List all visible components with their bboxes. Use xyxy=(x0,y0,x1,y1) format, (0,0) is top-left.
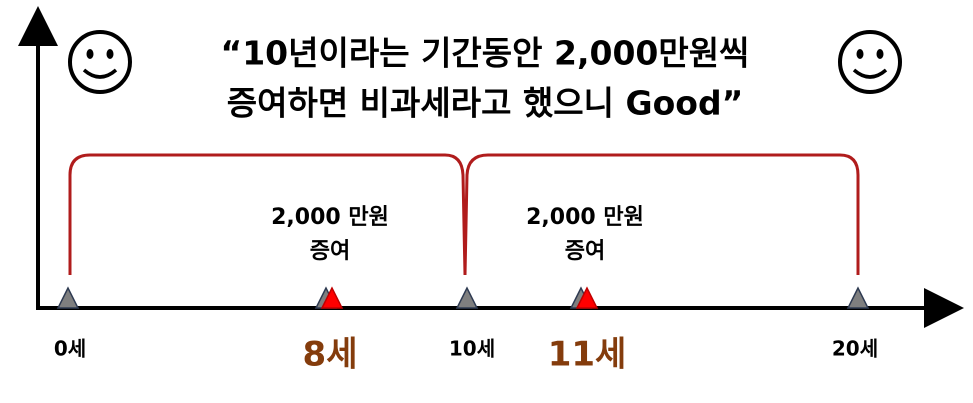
age-label: 10세 xyxy=(449,337,495,361)
marker-red xyxy=(575,286,599,309)
marker xyxy=(455,286,479,309)
age-label: 20세 xyxy=(832,337,878,361)
marker-red xyxy=(320,286,344,309)
gift-action: 증여 xyxy=(565,239,605,264)
gift-amount: 2,000 만원 xyxy=(526,205,644,230)
smiley-left xyxy=(68,30,132,94)
age-label-highlight: 8세 xyxy=(303,335,358,375)
title-line: 증여하면 비과세라고 했으니 Good” xyxy=(227,84,744,123)
age-label-highlight: 11세 xyxy=(548,335,627,375)
bracket xyxy=(463,153,860,276)
smiley-right xyxy=(838,30,902,94)
marker xyxy=(56,286,80,309)
markers xyxy=(56,286,870,309)
age-label: 0세 xyxy=(54,337,86,361)
title-line: “10년이라는 기간동안 2,000만원씩 xyxy=(221,34,750,73)
gift-amount: 2,000 만원 xyxy=(271,205,389,230)
bracket xyxy=(68,153,467,276)
marker xyxy=(846,286,870,309)
gift-action: 증여 xyxy=(310,239,350,264)
